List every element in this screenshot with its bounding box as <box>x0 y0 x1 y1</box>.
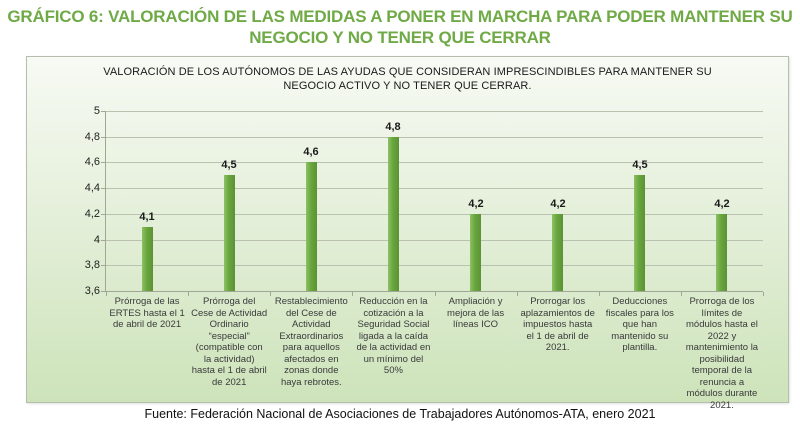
bar-value-label: 4,8 <box>385 121 401 133</box>
source-note: Fuente: Federación Nacional de Asociacio… <box>144 407 656 421</box>
x-tick <box>517 292 518 296</box>
x-tick <box>188 292 189 296</box>
bar <box>142 227 153 291</box>
y-tick <box>101 111 105 112</box>
y-tick <box>101 162 105 163</box>
category-label: Ampliación y mejora de las líneas ICO <box>447 296 505 330</box>
gridline <box>106 265 763 266</box>
y-tick-label: 4,6 <box>84 156 100 168</box>
gridline <box>106 111 763 112</box>
bar-value-label: 4,1 <box>139 211 155 223</box>
category-label: Prorroga de los límites de módulos hasta… <box>685 296 759 411</box>
bar-value-label: 4,5 <box>221 159 237 171</box>
plot-title: VALORACIÓN DE LOS AUTÓNOMOS DE LAS AYUDA… <box>27 65 788 93</box>
y-tick-label: 3,8 <box>84 259 100 271</box>
gridline <box>106 137 763 138</box>
y-tick-label: 4,2 <box>84 208 100 220</box>
bar <box>306 162 317 291</box>
chart-title-line-1: GRÁFICO 6: VALORACIÓN DE LAS MEDIDAS A P… <box>7 7 793 26</box>
y-tick-label: 4 <box>93 234 100 246</box>
chart-title-line-2: NEGOCIO Y NO TENER QUE CERRAR <box>249 28 551 47</box>
x-tick <box>435 292 436 296</box>
category-label: Deducciones fiscales para los que han ma… <box>605 296 674 353</box>
plot-area: 5 4,8 4,6 4,4 4,2 4 3,8 3,6 4,1 4,5 4,6 4,8 4,2 4,2 4,… <box>85 105 764 297</box>
bar <box>634 175 645 291</box>
chart-panel: VALORACIÓN DE LOS AUTÓNOMOS DE LAS AYUDA… <box>26 56 789 411</box>
y-tick <box>101 188 105 189</box>
y-axis <box>105 111 106 292</box>
y-tick-label: 4,4 <box>84 182 100 194</box>
category-label: Restablecimiento del Cese de Actividad E… <box>274 296 348 388</box>
category-label: Prórroga del Cese de Actividad Ordinario… <box>191 296 268 388</box>
bar-value-label: 4,2 <box>468 198 484 210</box>
y-tick-label: 4,8 <box>84 131 100 143</box>
y-tick-label: 3,6 <box>84 285 100 297</box>
category-axis-labels: Prórroga de las ERTES hasta el 1 de abri… <box>106 296 763 411</box>
x-tick <box>270 292 271 296</box>
x-axis <box>105 291 763 292</box>
x-tick <box>599 292 600 296</box>
gridline <box>106 188 763 189</box>
gridline <box>106 162 763 163</box>
category-label: Prorrogar los aplazamientos de impuestos… <box>520 296 595 353</box>
chart-title: GRÁFICO 6: VALORACIÓN DE LAS MEDIDAS A P… <box>0 6 800 48</box>
x-tick <box>681 292 682 296</box>
y-tick <box>101 214 105 215</box>
y-tick <box>101 240 105 241</box>
gridline <box>106 214 763 215</box>
gridline <box>106 240 763 241</box>
y-tick <box>101 137 105 138</box>
bar <box>388 137 399 291</box>
x-tick <box>352 292 353 296</box>
x-tick <box>763 292 764 296</box>
plot-title-line-2: NEGOCIO ACTIVO Y NO TENER QUE CERRAR. <box>283 80 532 92</box>
bar-value-label: 4,2 <box>550 198 566 210</box>
bar-value-label: 4,6 <box>303 146 319 158</box>
bar-value-label: 4,5 <box>632 159 648 171</box>
bar <box>224 175 235 291</box>
category-label: Prórroga de las ERTES hasta el 1 de abri… <box>109 296 185 330</box>
bar <box>552 214 563 291</box>
y-tick <box>101 291 105 292</box>
x-tick <box>106 292 107 296</box>
bar <box>470 214 481 291</box>
bar <box>716 214 727 291</box>
category-label: Reducción en la cotización a la Segurida… <box>356 296 431 376</box>
bar-value-label: 4,2 <box>714 198 730 210</box>
y-tick <box>101 265 105 266</box>
plot-title-line-1: VALORACIÓN DE LOS AUTÓNOMOS DE LAS AYUDA… <box>103 66 712 78</box>
y-tick-label: 5 <box>93 105 100 117</box>
